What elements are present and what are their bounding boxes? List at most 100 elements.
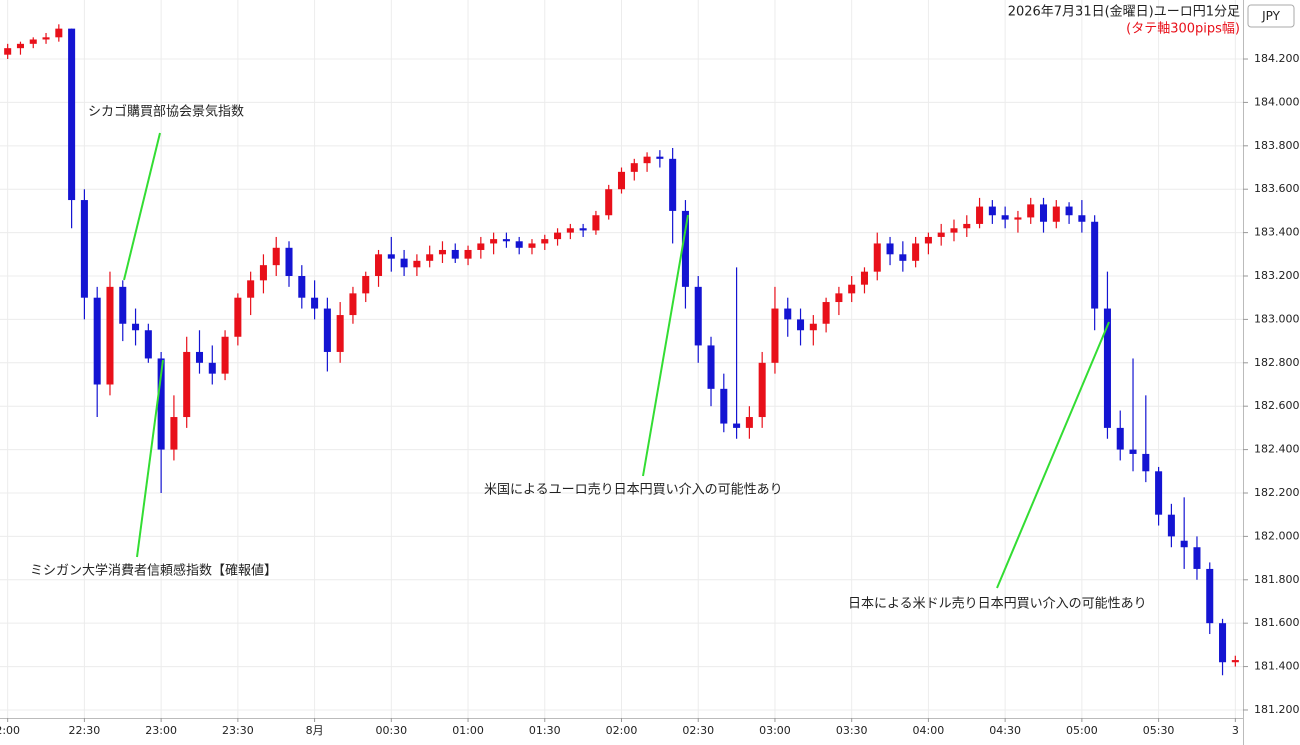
candle-body (1193, 547, 1201, 569)
candle-body (681, 210, 689, 287)
candle-body (745, 417, 753, 428)
y-tick-label: 182.400 (1254, 443, 1300, 456)
candle-body (119, 286, 127, 324)
candle-body (132, 323, 140, 331)
candle-body (643, 156, 651, 164)
candle-body (541, 239, 549, 244)
candle-body (784, 308, 792, 320)
currency-label[interactable]: JPY (1261, 9, 1281, 23)
currency-box[interactable] (1247, 4, 1295, 28)
y-tick-label: 184.200 (1254, 52, 1300, 65)
x-tick-label: 22:30 (69, 724, 101, 737)
candle-body (848, 284, 856, 294)
candle-body (1103, 308, 1111, 428)
x-tick-label: 05:30 (1143, 724, 1175, 737)
candle-body (208, 362, 216, 374)
candle-body (1001, 215, 1009, 220)
candle-body (797, 319, 805, 331)
candle-body (55, 28, 63, 38)
candle-body (400, 258, 408, 268)
candle-body (886, 243, 894, 255)
candle-body (16, 43, 24, 49)
y-tick-label: 183.600 (1254, 182, 1300, 195)
x-tick-label: 23:00 (145, 724, 177, 737)
candle-body (912, 243, 920, 261)
y-tick-label: 182.800 (1254, 356, 1300, 369)
candle-body (68, 28, 76, 201)
candle-body (617, 171, 626, 190)
candle-body (1116, 427, 1124, 450)
candle-body (438, 249, 446, 255)
candle-body (554, 232, 562, 240)
candle-body (873, 243, 881, 272)
candle-body (195, 351, 204, 363)
candle-body (988, 206, 996, 216)
candle-body (362, 276, 370, 294)
x-tick-label: 3 (1232, 724, 1239, 737)
candle-body (247, 280, 255, 298)
candle-body (426, 254, 434, 261)
candle-body (221, 336, 229, 374)
candle-body (336, 315, 344, 352)
candle-body (1206, 568, 1214, 624)
candle-body (387, 254, 395, 259)
candle-body (106, 286, 114, 385)
candle-body (323, 308, 331, 352)
annotation: 日本による米ドル売り日本円買い介入の可能性あり (848, 596, 1147, 612)
grid (0, 0, 1243, 718)
candle-body (976, 206, 984, 224)
candle-body (413, 260, 421, 268)
candle-body (1129, 449, 1137, 454)
candle-body (42, 37, 50, 40)
candle-body (1167, 514, 1175, 537)
candle-body (950, 228, 958, 233)
y-tick-label: 181.200 (1254, 703, 1300, 716)
candle-body (298, 276, 306, 298)
candle-body (375, 254, 383, 277)
candle-body (259, 265, 267, 281)
candle-body (285, 247, 293, 277)
candles (4, 24, 1239, 676)
candle-body (528, 243, 536, 248)
y-tick-label: 183.800 (1254, 139, 1300, 152)
candle-body (4, 48, 12, 55)
x-tick-label: 02:00 (606, 724, 638, 737)
candle-body (899, 254, 907, 261)
candle-body (656, 156, 664, 159)
annotation-line (123, 132, 161, 281)
y-tick-label: 182.200 (1254, 486, 1300, 499)
candle-body (490, 239, 498, 244)
candle-body (272, 247, 280, 266)
candle-body (1078, 215, 1086, 222)
candle-body (183, 351, 191, 418)
candle-body (1091, 221, 1099, 309)
y-tick-label: 183.000 (1254, 312, 1300, 325)
candle-body (1039, 204, 1048, 222)
x-tick-label: 03:00 (759, 724, 791, 737)
candle-body (963, 223, 971, 229)
annotation: 米国によるユーロ売り日本円買い介入の可能性あり (484, 482, 783, 498)
candle-body (924, 236, 932, 244)
x-tick-label: 23:30 (222, 724, 254, 737)
candle-body (1014, 217, 1022, 220)
candle-body (758, 362, 766, 418)
chart-title: 2026年7月31日(金曜日)ユーロ円1分足 (1008, 4, 1240, 20)
x-tick-label: 00:30 (375, 724, 407, 737)
candle-body (311, 297, 319, 309)
x-tick-label: 04:30 (989, 724, 1021, 737)
y-tick-label: 183.200 (1254, 269, 1300, 282)
candle-body (234, 297, 242, 337)
candle-body (771, 308, 779, 363)
x-tick-label: 01:00 (452, 724, 484, 737)
candle-body (1231, 660, 1239, 663)
x-tick-label: 8月 (306, 724, 324, 737)
y-tick-label: 183.400 (1254, 226, 1300, 239)
candle-body (835, 293, 843, 303)
candle-body (502, 239, 510, 242)
annotation-line (996, 321, 1110, 589)
y-tick-label: 181.400 (1254, 660, 1300, 673)
candle-body (822, 302, 830, 324)
candle-body (1065, 206, 1073, 216)
